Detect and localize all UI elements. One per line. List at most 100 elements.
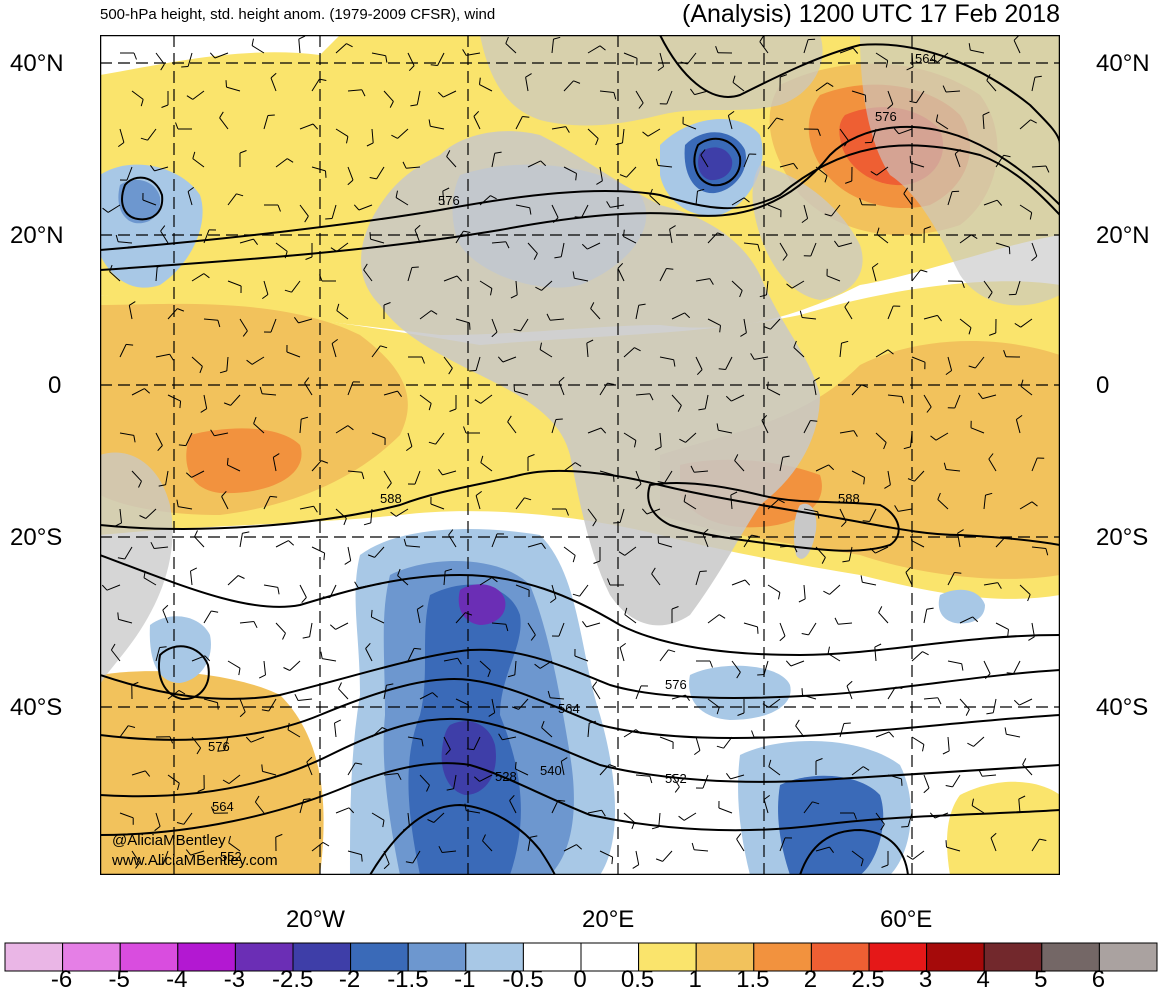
wind-barb-feather	[845, 180, 852, 184]
wind-barb-feather	[474, 399, 482, 404]
wind-barb-feather	[860, 859, 864, 867]
wind-barb	[586, 343, 589, 358]
wind-barb-feather	[901, 396, 905, 404]
wind-barb	[982, 774, 997, 777]
wind-barb-feather	[253, 621, 258, 629]
wind-barb	[331, 343, 337, 358]
wind-barb-feather	[449, 408, 457, 412]
contour-label: 576	[665, 677, 687, 692]
wind-barb	[592, 686, 601, 700]
wind-barb	[119, 725, 129, 738]
wind-barb	[581, 204, 589, 218]
wind-barb-feather	[149, 165, 155, 172]
wind-barb	[334, 723, 337, 738]
wind-barb-feather	[574, 216, 582, 218]
wind-barb-feather	[428, 441, 436, 445]
wind-barb-feather	[750, 353, 755, 360]
wind-barb-feather	[954, 572, 962, 574]
wind-barb	[1006, 733, 1021, 738]
wind-barb	[911, 356, 926, 363]
wind-barb-feather	[1020, 379, 1024, 387]
wind-barb-feather	[943, 462, 947, 470]
wind-barb	[383, 685, 387, 700]
wind-barb-feather	[242, 531, 250, 534]
colorbar-swatch	[350, 942, 409, 972]
colorbar-tick-label: 1.5	[736, 966, 770, 993]
wind-barb	[923, 697, 938, 700]
wind-barb	[986, 80, 997, 92]
wind-barb-feather	[430, 310, 438, 315]
wind-barb-feather	[827, 646, 830, 654]
wind-barb-feather	[690, 465, 695, 473]
wind-barb	[945, 90, 961, 93]
wind-barb-feather	[312, 123, 319, 130]
wind-barb-feather	[102, 207, 109, 213]
wind-barb	[635, 90, 644, 104]
wind-barb-feather	[246, 359, 253, 365]
wind-barb	[448, 534, 457, 548]
wind-barb-feather	[677, 405, 682, 412]
wind-barb	[203, 610, 212, 624]
wind-barb	[455, 230, 464, 244]
contour-label: 540	[540, 763, 562, 778]
wind-barb	[995, 155, 1005, 168]
wind-barb	[262, 770, 277, 776]
wind-barb-feather	[840, 521, 847, 528]
wind-barb-feather	[530, 634, 536, 641]
wind-barb	[230, 394, 241, 406]
wind-barb-feather	[793, 163, 799, 170]
wind-barb-feather	[133, 435, 136, 443]
wind-barb-feather	[716, 707, 720, 715]
wind-barb-feather	[385, 55, 388, 63]
wind-barb	[128, 305, 133, 320]
wind-barb	[227, 193, 237, 206]
wind-barb	[505, 43, 517, 54]
wind-barb	[1013, 660, 1021, 674]
wind-barb-feather	[863, 477, 865, 485]
wind-barb-feather	[303, 798, 311, 800]
wind-barb	[923, 314, 938, 320]
wind-barb-feather	[277, 204, 281, 212]
lat-label-0-left: 0	[48, 372, 62, 399]
colorbar-swatch	[62, 942, 121, 972]
wind-barb-feather	[812, 801, 820, 805]
wind-barb	[192, 158, 205, 168]
wind-barb	[914, 470, 925, 482]
wind-barb	[155, 52, 165, 65]
lat-label-40s-left: 40°S	[10, 694, 63, 721]
wind-barb-feather	[381, 727, 389, 731]
wind-barb-feather	[926, 406, 932, 413]
wind-barb-feather	[524, 497, 532, 501]
wind-barb	[971, 805, 985, 814]
wind-barb-feather	[405, 861, 413, 864]
wind-barb	[946, 469, 961, 472]
wind-barb-feather	[363, 263, 368, 271]
wind-barb	[311, 460, 322, 472]
wind-barb	[106, 584, 121, 591]
wind-barb	[162, 609, 169, 624]
wind-barb	[466, 52, 481, 56]
wind-barb-feather	[945, 840, 947, 848]
wind-barb	[624, 614, 637, 624]
wind-barb-feather	[920, 269, 928, 273]
wind-barb	[473, 116, 481, 130]
wind-barb-feather	[876, 227, 880, 235]
wind-barb	[514, 390, 529, 396]
wind-barb	[397, 575, 409, 586]
wind-barb-feather	[945, 785, 953, 788]
colorbar-tick-label: 3	[918, 966, 933, 993]
wind-barb-feather	[986, 712, 994, 715]
wind-barb-feather	[301, 416, 309, 420]
colorbar-tick-label: 6	[1091, 966, 1106, 993]
wind-barb	[527, 622, 536, 636]
colorbar-swatch	[522, 942, 582, 972]
wind-barb	[704, 394, 709, 409]
wind-barb	[983, 660, 991, 674]
wind-barb	[563, 166, 577, 174]
wind-barb-feather	[386, 482, 392, 489]
wind-barb-feather	[178, 689, 186, 695]
wind-barb-feather	[609, 764, 617, 768]
wind-barb-feather	[736, 671, 741, 679]
wind-barb-feather	[1022, 758, 1027, 765]
wind-barb-feather	[813, 377, 820, 382]
